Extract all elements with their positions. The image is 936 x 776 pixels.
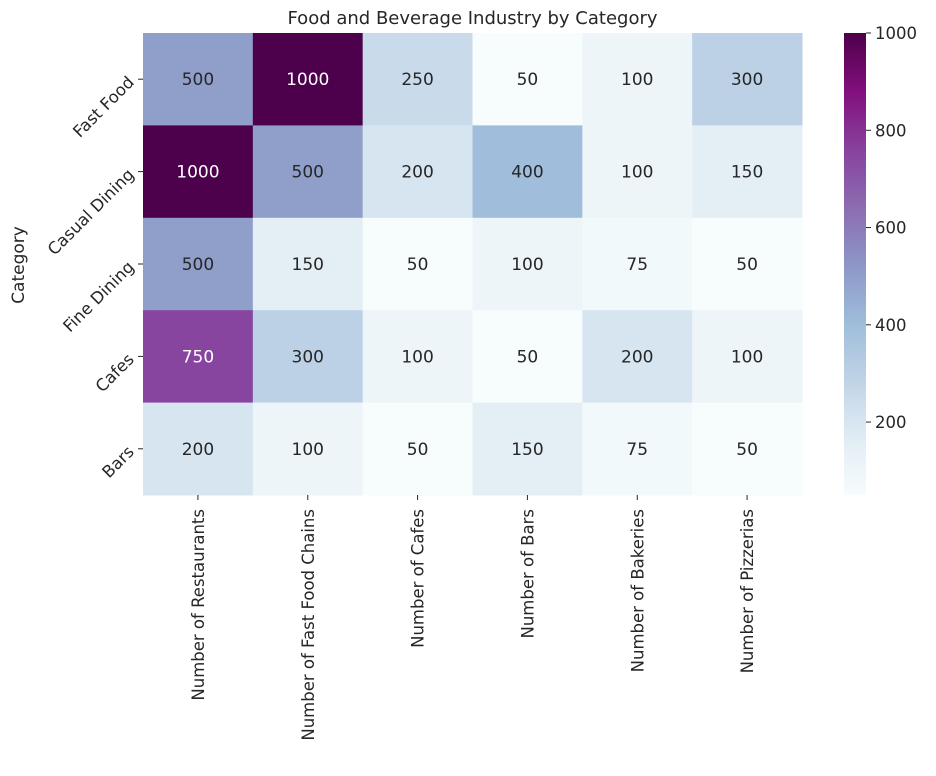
cell-value-label: 50 bbox=[517, 347, 539, 367]
heatmap-cell bbox=[362, 217, 473, 311]
y-tick-label: Bars bbox=[98, 442, 137, 481]
y-tick-label: Fast Food bbox=[69, 73, 138, 142]
cell-value-label: 500 bbox=[182, 70, 214, 90]
heatmap-cell bbox=[582, 33, 693, 126]
x-tick-label: Number of Restaurants bbox=[189, 509, 208, 701]
heatmap-cell bbox=[472, 402, 583, 496]
cell-value-label: 150 bbox=[731, 163, 763, 183]
heatmap-cell bbox=[472, 33, 583, 126]
x-tick-label: Number of Cafes bbox=[409, 509, 428, 648]
colorbar-tick-label: 400 bbox=[875, 316, 907, 335]
heatmap-cell bbox=[143, 125, 254, 219]
cell-value-label: 50 bbox=[736, 440, 758, 460]
heatmap-cell bbox=[143, 217, 254, 311]
heatmap-cell bbox=[582, 217, 693, 311]
x-tick-label: Number of Bars bbox=[518, 509, 537, 639]
heatmap-cell bbox=[252, 125, 364, 219]
heatmap-cell bbox=[362, 125, 473, 219]
cell-value-label: 400 bbox=[511, 163, 543, 183]
chart-title: Food and Beverage Industry by Category bbox=[287, 8, 657, 29]
heatmap-cell bbox=[143, 310, 254, 404]
cell-value-label: 300 bbox=[731, 70, 763, 90]
x-tick-labels: Number of Restaurants Number of Fast Food… bbox=[189, 495, 757, 741]
y-tick-label: Casual Dining bbox=[44, 165, 138, 259]
cell-value-label: 250 bbox=[401, 70, 433, 90]
colorbar bbox=[844, 33, 866, 495]
heatmap-cell bbox=[582, 125, 693, 219]
cell-value-label: 150 bbox=[292, 255, 324, 275]
y-tick-label: Cafes bbox=[92, 350, 138, 396]
cell-value-label: 75 bbox=[626, 255, 648, 275]
heatmap-cell bbox=[252, 217, 364, 311]
cell-value-label: 100 bbox=[731, 347, 763, 367]
heatmap-cell bbox=[143, 33, 254, 126]
cell-value-label: 150 bbox=[511, 440, 543, 460]
heatmap-cell bbox=[692, 125, 803, 219]
x-tick-label: Number of Bakeries bbox=[628, 509, 647, 672]
cell-value-label: 750 bbox=[182, 347, 214, 367]
heatmap-cell bbox=[692, 217, 803, 311]
heatmap-cell bbox=[252, 33, 364, 126]
cell-value-label: 50 bbox=[407, 255, 429, 275]
cell-value-label: 75 bbox=[626, 440, 648, 460]
heatmap-cell-labels: 500 1000 250 50 100 300 1000 500 200 400 100 150 500… bbox=[176, 70, 763, 460]
heatmap-cell bbox=[582, 402, 693, 496]
heatmap-cell bbox=[252, 310, 364, 404]
cell-value-label: 300 bbox=[292, 347, 324, 367]
heatmap-cell bbox=[362, 402, 473, 496]
cell-value-label: 200 bbox=[401, 163, 433, 183]
cell-value-label: 100 bbox=[511, 255, 543, 275]
heatmap-cell bbox=[143, 402, 254, 496]
cell-value-label: 100 bbox=[292, 440, 324, 460]
x-tick-label: Number of Pizzerias bbox=[738, 509, 757, 673]
colorbar-tick-label: 800 bbox=[875, 121, 907, 140]
heatmap-cell bbox=[692, 402, 803, 496]
heatmap-cells bbox=[143, 33, 803, 496]
heatmap-cell bbox=[252, 402, 364, 496]
colorbar-tick-label: 200 bbox=[875, 413, 907, 432]
cell-value-label: 500 bbox=[292, 163, 324, 183]
heatmap-cell bbox=[472, 217, 583, 311]
colorbar-tick-label: 1000 bbox=[875, 24, 917, 43]
heatmap-cell bbox=[362, 33, 473, 126]
heatmap-cell bbox=[362, 310, 473, 404]
heatmap-cell bbox=[692, 310, 803, 404]
cell-value-label: 100 bbox=[401, 347, 433, 367]
x-tick-label: Number of Fast Food Chains bbox=[299, 509, 318, 741]
cell-value-label: 50 bbox=[736, 255, 758, 275]
cell-value-label: 100 bbox=[621, 70, 653, 90]
colorbar-ticks: 200 400 600 800 1000 bbox=[866, 24, 917, 432]
heatmap-cell bbox=[582, 310, 693, 404]
y-tick-label: Fine Dining bbox=[59, 257, 137, 335]
cell-value-label: 50 bbox=[407, 440, 429, 460]
cell-value-label: 500 bbox=[182, 255, 214, 275]
cell-value-label: 1000 bbox=[176, 163, 219, 183]
heatmap-cell bbox=[472, 125, 583, 219]
heatmap-cell bbox=[472, 310, 583, 404]
y-axis-label: Category bbox=[9, 226, 29, 304]
cell-value-label: 100 bbox=[621, 163, 653, 183]
cell-value-label: 200 bbox=[182, 440, 214, 460]
cell-value-label: 1000 bbox=[286, 70, 329, 90]
cell-value-label: 200 bbox=[621, 347, 653, 367]
colorbar-tick-label: 600 bbox=[875, 219, 907, 238]
heatmap-cell bbox=[692, 33, 803, 126]
cell-value-label: 50 bbox=[517, 70, 539, 90]
